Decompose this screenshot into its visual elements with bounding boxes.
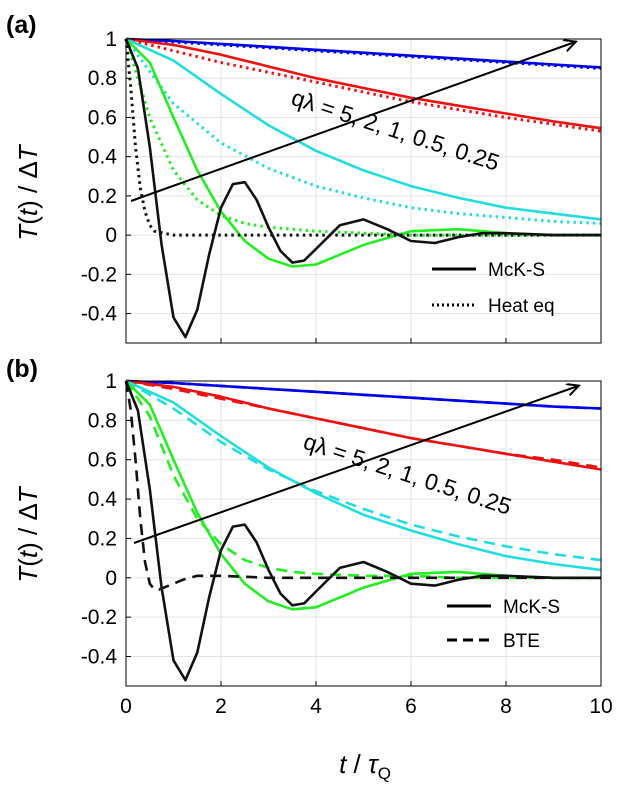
panel-b-series — [124, 379, 602, 682]
panel-b-ticks: 0 2 4 6 8 10 1 0.8 0.6 0.4 0.2 0 -0.2 -0.4 — [81, 370, 613, 718]
x-tick-label: 2 — [215, 695, 227, 718]
y-tick-label: 0.6 — [88, 449, 117, 472]
panel-a-label: (a) — [6, 11, 37, 39]
series-line-qlambda-2-dashed — [124, 380, 601, 580]
panel-b-annotation: qλ = 5, 2, 1, 0.5, 0.25 — [300, 428, 514, 520]
series-line-qlambda-0p5-dashed — [125, 379, 602, 469]
series-line-qlambda-2-dotted — [124, 38, 601, 237]
series-line-qlambda-1-dashed — [125, 379, 602, 562]
panel-a-frame — [125, 38, 602, 344]
panel-a-arrow — [130, 42, 575, 202]
y-tick-label: 0.8 — [88, 409, 117, 432]
y-tick-label: -0.4 — [81, 303, 118, 326]
panel-b: 0 2 4 6 8 10 1 0.8 0.6 0.4 0.2 0 -0.2 -0.4 (b) T(t) /… — [6, 355, 613, 783]
panel-a-ylabel: T(t) / ΔT — [13, 143, 43, 241]
panel-b-arrow — [133, 386, 578, 544]
series-line-qlambda-2-solid — [125, 38, 601, 268]
series-line-qlambda-5-solid — [124, 380, 601, 682]
legend-label-mcks: McK-S — [503, 597, 560, 618]
y-tick-label: 0.4 — [88, 146, 118, 169]
y-tick-label: 0 — [105, 567, 117, 590]
panel-b-label: (b) — [6, 355, 38, 383]
y-tick-label: -0.4 — [81, 645, 118, 668]
series-line-qlambda-0p5-dotted — [125, 37, 602, 133]
legend-label-mcks: McK-S — [488, 260, 545, 281]
series-line-qlambda-1-dotted — [124, 38, 602, 225]
y-tick-label: 1 — [105, 28, 117, 51]
legend-label-bte: BTE — [503, 631, 540, 652]
y-tick-label: 0.4 — [88, 488, 118, 511]
x-tick-label: 0 — [120, 695, 132, 718]
y-tick-label: -0.2 — [81, 263, 117, 286]
legend-label-heat-eq: Heat eq — [488, 296, 555, 317]
panel-a-annotation: qλ = 5, 2, 1, 0.5, 0.25 — [288, 84, 502, 176]
y-tick-label: 0.2 — [88, 185, 117, 208]
x-tick-label: 6 — [405, 695, 417, 718]
panel-a-ticks: 1 0.8 0.6 0.4 0.2 0 -0.2 -0.4 — [81, 28, 602, 343]
x-tick-label: 10 — [589, 695, 612, 718]
y-tick-label: 0 — [105, 224, 117, 247]
series-line-qlambda-5-dotted — [124, 38, 601, 237]
series-line-qlambda-1-solid — [125, 37, 602, 221]
panel-b-legend: McK-S BTE — [447, 597, 560, 652]
series-line-qlambda-5-dashed — [124, 380, 601, 591]
y-tick-label: 0.2 — [88, 527, 117, 550]
panel-b-ylabel: T(t) / ΔT — [13, 485, 43, 583]
y-tick-label: 1 — [105, 370, 117, 393]
y-tick-label: -0.2 — [81, 606, 117, 629]
series-line-qlambda-0p5-solid — [125, 37, 602, 130]
y-tick-label: 0.6 — [88, 106, 117, 129]
series-line-qlambda-0p25-dashed — [125, 379, 602, 410]
series-line-qlambda-5-solid — [124, 38, 601, 339]
y-tick-label: 0.8 — [88, 67, 117, 90]
series-line-qlambda-1-solid — [125, 379, 602, 572]
x-tick-label: 8 — [500, 695, 512, 718]
panel-a: 1 0.8 0.6 0.4 0.2 0 -0.2 -0.4 (a) T(t) / ΔT qλ … — [6, 11, 602, 344]
series-line-qlambda-2-solid — [125, 380, 601, 611]
panel-a-legend: McK-S Heat eq — [432, 260, 555, 317]
series-line-qlambda-0p25-dotted — [125, 37, 602, 70]
x-tick-label: 4 — [310, 695, 322, 718]
x-axis-label: t / τQ — [339, 749, 391, 783]
panel-b-frame — [125, 380, 602, 687]
panel-a-series — [124, 37, 602, 339]
